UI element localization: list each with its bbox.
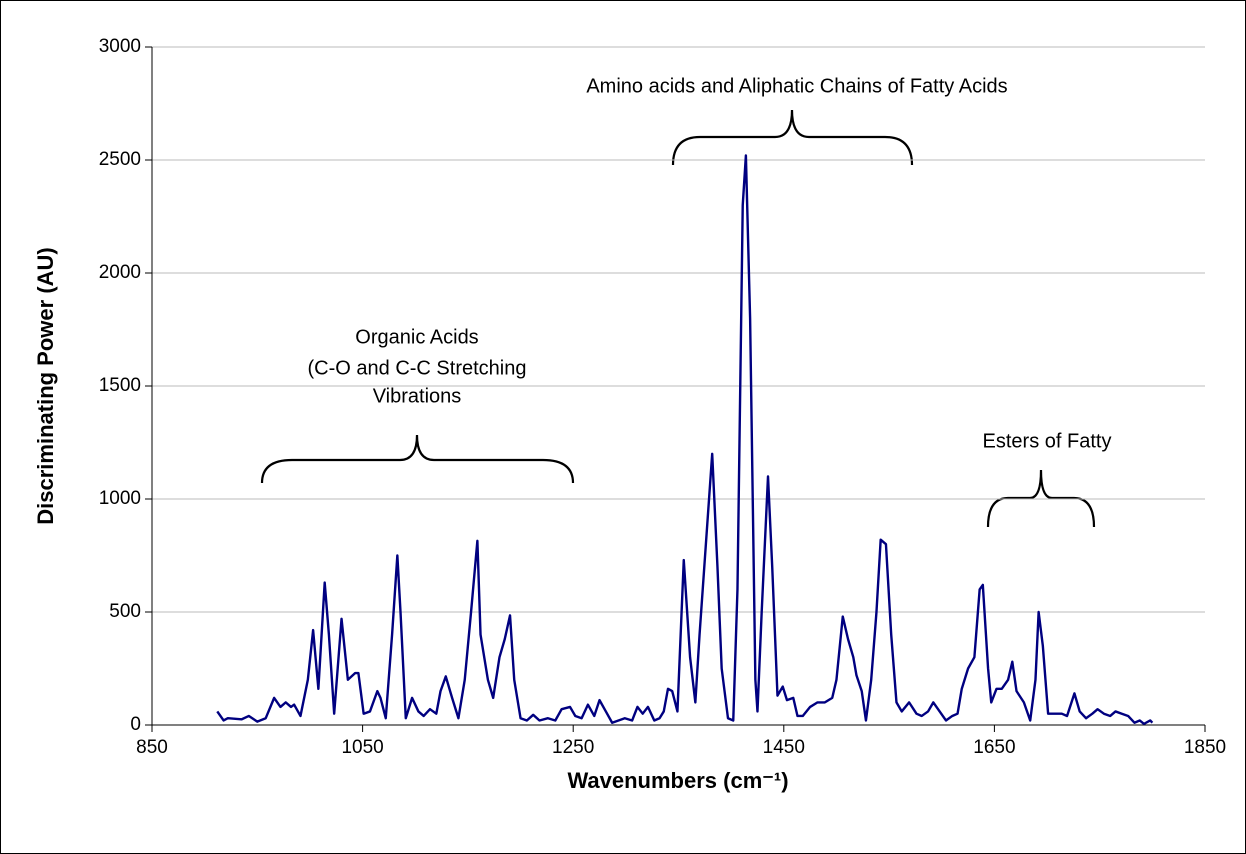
y-tick-label: 500 bbox=[109, 601, 141, 622]
y-tick-label: 2500 bbox=[99, 149, 141, 170]
x-tick-label: 1650 bbox=[973, 737, 1015, 758]
x-tick-label: 1450 bbox=[763, 737, 805, 758]
y-tick-label: 3000 bbox=[99, 36, 141, 57]
annotation: Esters of Fatty bbox=[983, 430, 1112, 452]
x-tick-label: 850 bbox=[136, 737, 168, 758]
annotation: Vibrations bbox=[373, 385, 462, 407]
annotation: Organic Acids bbox=[355, 326, 478, 348]
y-tick-label: 1500 bbox=[99, 375, 141, 396]
y-axis-title: Discriminating Power (AU) bbox=[33, 247, 58, 524]
x-tick-label: 1250 bbox=[552, 737, 594, 758]
line-series bbox=[216, 154, 1154, 726]
y-tick-label: 0 bbox=[130, 714, 141, 735]
annotation: (C-O and C-C Stretching bbox=[308, 357, 527, 379]
x-tick-label: 1050 bbox=[341, 737, 383, 758]
annotation: Amino acids and Aliphatic Chains of Fatt… bbox=[586, 75, 1007, 97]
y-tick-label: 1000 bbox=[99, 488, 141, 509]
brace bbox=[986, 469, 1096, 528]
brace bbox=[260, 434, 575, 484]
y-tick-label: 2000 bbox=[99, 262, 141, 283]
x-tick-label: 1850 bbox=[1184, 737, 1226, 758]
x-axis-title: Wavenumbers (cm⁻¹) bbox=[567, 768, 788, 793]
brace bbox=[671, 109, 914, 166]
